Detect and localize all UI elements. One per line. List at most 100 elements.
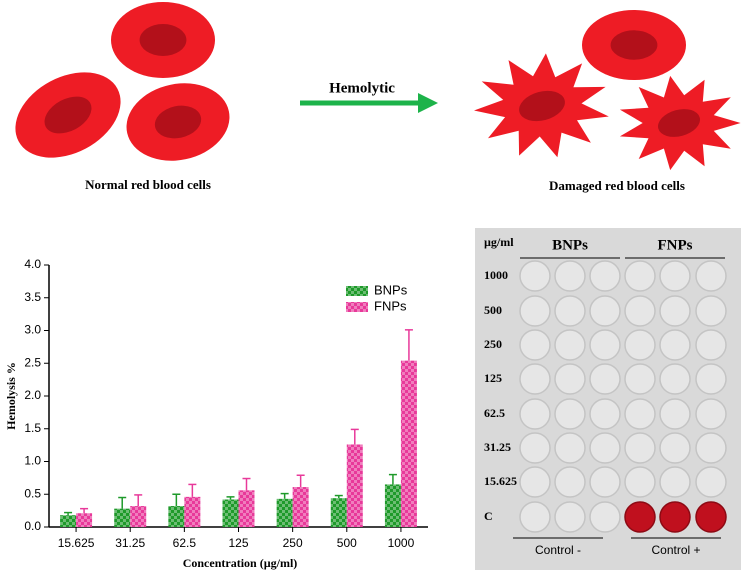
well: [695, 398, 727, 430]
x-tick-label: 15.625: [58, 536, 95, 550]
well: [554, 398, 586, 430]
well: [519, 466, 551, 498]
caption: Damaged red blood cells: [549, 178, 685, 193]
well: [695, 466, 727, 498]
well: [554, 466, 586, 498]
well: [659, 398, 691, 430]
row-label: C: [484, 509, 493, 523]
well: [695, 295, 727, 327]
bar: [330, 498, 347, 527]
y-tick-label: 2.5: [24, 355, 41, 369]
well: [624, 363, 656, 395]
arrow-label: Hemolytic: [329, 80, 395, 96]
well: [624, 260, 656, 292]
y-tick-label: 4.0: [24, 257, 41, 271]
well: [624, 432, 656, 464]
well: [519, 398, 551, 430]
y-tick-label: 0.5: [24, 486, 41, 500]
bar: [400, 360, 417, 527]
footer-label: Control -: [535, 543, 581, 557]
legend-label: FNPs: [374, 298, 407, 313]
cell-center: [154, 105, 202, 139]
legend-swatch: [346, 302, 368, 312]
well: [589, 466, 621, 498]
well: [659, 432, 691, 464]
well: [519, 329, 551, 361]
well: [519, 295, 551, 327]
bar: [222, 499, 239, 527]
x-tick-label: 62.5: [173, 536, 197, 550]
well: [519, 501, 551, 533]
well: [589, 398, 621, 430]
bar: [346, 444, 363, 527]
bar: [238, 490, 255, 527]
well: [695, 501, 727, 533]
column-label: BNPs: [552, 237, 588, 253]
bar: [60, 515, 77, 527]
bar: [130, 506, 147, 527]
x-axis-title: Concentration (µg/ml): [183, 556, 298, 570]
well: [695, 260, 727, 292]
bar: [384, 484, 401, 527]
well: [695, 432, 727, 464]
legend-swatch: [346, 286, 368, 296]
y-tick-label: 3.5: [24, 290, 41, 304]
well: [624, 501, 656, 533]
well: [589, 363, 621, 395]
column-label: FNPs: [658, 237, 693, 253]
caption: Normal red blood cells: [85, 177, 211, 192]
well: [624, 295, 656, 327]
well: [659, 466, 691, 498]
well: [659, 260, 691, 292]
well: [554, 363, 586, 395]
well: [624, 466, 656, 498]
bar: [292, 487, 309, 527]
well: [554, 432, 586, 464]
bar: [276, 498, 293, 527]
well: [624, 329, 656, 361]
well: [589, 295, 621, 327]
cell-center: [519, 90, 565, 122]
legend-label: BNPs: [374, 282, 408, 297]
well: [554, 295, 586, 327]
well: [589, 501, 621, 533]
well: [554, 329, 586, 361]
well: [695, 363, 727, 395]
x-tick-label: 125: [228, 536, 248, 550]
row-label: 125: [484, 371, 502, 385]
y-tick-label: 3.0: [24, 323, 41, 337]
row-label: 1000: [484, 268, 508, 282]
well: [589, 260, 621, 292]
y-tick-label: 1.5: [24, 421, 41, 435]
well: [589, 432, 621, 464]
cell-center: [658, 109, 700, 137]
bar: [184, 496, 201, 527]
footer-label: Control +: [651, 543, 700, 557]
cell-center: [139, 24, 187, 56]
y-tick-label: 2.0: [24, 388, 41, 402]
x-tick-label: 1000: [388, 536, 415, 550]
well: [519, 432, 551, 464]
cell-center: [44, 96, 92, 134]
well: [659, 329, 691, 361]
row-label: 500: [484, 303, 502, 317]
x-tick-label: 250: [283, 536, 303, 550]
bar: [168, 506, 185, 527]
y-tick-label: 0.0: [24, 519, 41, 533]
row-label: 62.5: [484, 406, 505, 420]
well: [554, 260, 586, 292]
row-label: 250: [484, 337, 502, 351]
x-tick-label: 31.25: [115, 536, 145, 550]
well: [659, 295, 691, 327]
well: [554, 501, 586, 533]
y-axis-title: Hemolysis %: [4, 362, 18, 430]
well: [624, 398, 656, 430]
well: [519, 363, 551, 395]
y-tick-label: 1.0: [24, 454, 41, 468]
row-label: 15.625: [484, 474, 517, 488]
well: [659, 363, 691, 395]
cell-center: [610, 30, 658, 60]
well: [519, 260, 551, 292]
well: [589, 329, 621, 361]
